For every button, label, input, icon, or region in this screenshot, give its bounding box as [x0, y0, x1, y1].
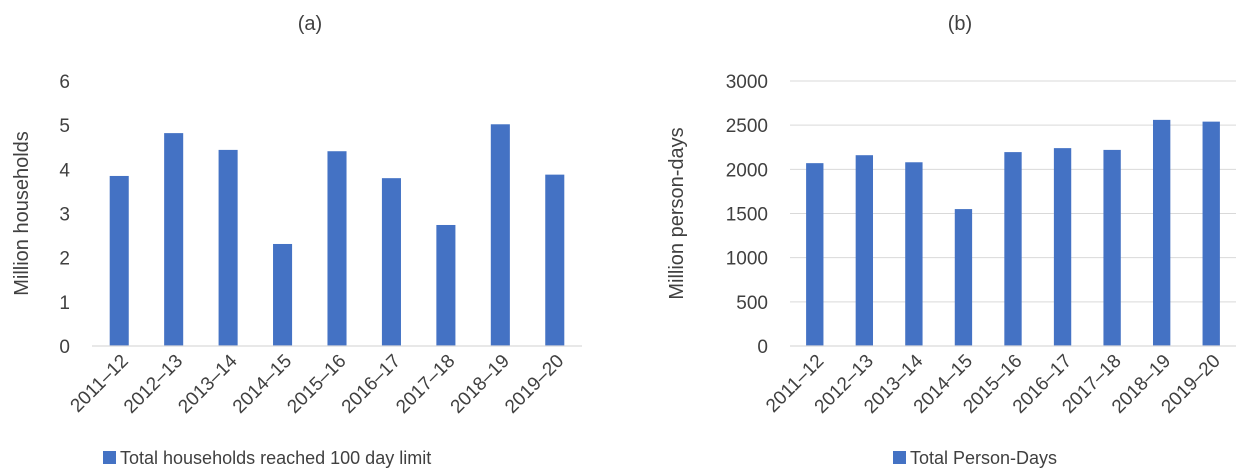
- bar-2019–20: [545, 174, 565, 346]
- x-tick-label: 2012–13: [120, 351, 187, 418]
- bar-2016–17: [381, 178, 401, 346]
- legend: Total Person-Days: [893, 448, 1057, 468]
- x-tick-label: 2016–17: [338, 351, 405, 418]
- x-tick-label: 2017–18: [392, 351, 459, 418]
- bar-2016–17: [1053, 148, 1072, 346]
- bar-2013–14: [218, 149, 238, 346]
- legend-label: Total Person-Days: [910, 448, 1057, 468]
- bar-2012–13: [855, 155, 874, 346]
- y-tick-label: 3: [59, 205, 70, 226]
- bar-2017–18: [1103, 149, 1121, 346]
- y-tick-label: 2000: [726, 160, 768, 181]
- y-tick-label: 1: [59, 293, 70, 314]
- x-tick-label: 2015–16: [283, 351, 350, 418]
- y-tick-label: 2: [59, 249, 70, 270]
- bar-2014–15: [273, 243, 293, 346]
- bar-2014–15: [954, 209, 973, 346]
- y-tick-label: 6: [59, 72, 70, 93]
- y-tick-label: 500: [736, 293, 768, 314]
- x-tick-label: 2013–14: [174, 350, 241, 417]
- bar-2017–18: [436, 224, 456, 346]
- x-tick-label: 2018–19: [447, 351, 514, 418]
- y-axis-label: Million households: [11, 131, 33, 296]
- bar-2015–16: [1004, 152, 1022, 346]
- x-tick-label: 2019–20: [501, 351, 568, 418]
- bar-2012–13: [164, 133, 184, 346]
- legend-swatch: [893, 451, 906, 464]
- chart-panel-1: (b) 0 500 1000 1500 2000 2500 3000 Million perso…: [666, 13, 1236, 468]
- y-axis-label: Million person-days: [666, 127, 688, 299]
- bar-2011–12: [109, 175, 129, 346]
- chart-title: (b): [948, 13, 972, 35]
- bar-2019–20: [1202, 121, 1220, 346]
- bar-2018–19: [1152, 119, 1171, 346]
- chart-title: (a): [298, 13, 322, 35]
- x-tick-label: 2014–15: [229, 351, 296, 418]
- bar-2018–19: [490, 124, 510, 347]
- bar-2013–14: [905, 162, 923, 346]
- legend-label: Total households reached 100 day limit: [120, 448, 431, 468]
- y-tick-label: 2500: [726, 116, 768, 137]
- y-tick-label: 0: [757, 337, 768, 358]
- legend: Total households reached 100 day limit: [103, 448, 431, 468]
- y-tick-label: 4: [59, 160, 70, 181]
- y-tick-label: 3000: [726, 72, 768, 93]
- y-tick-label: 1500: [726, 205, 768, 226]
- legend-swatch: [103, 451, 116, 464]
- bar-2011–12: [806, 163, 824, 346]
- bar-2015–16: [327, 151, 347, 346]
- y-tick-label: 1000: [726, 249, 768, 270]
- y-tick-label: 5: [59, 116, 70, 137]
- y-tick-label: 0: [59, 337, 70, 358]
